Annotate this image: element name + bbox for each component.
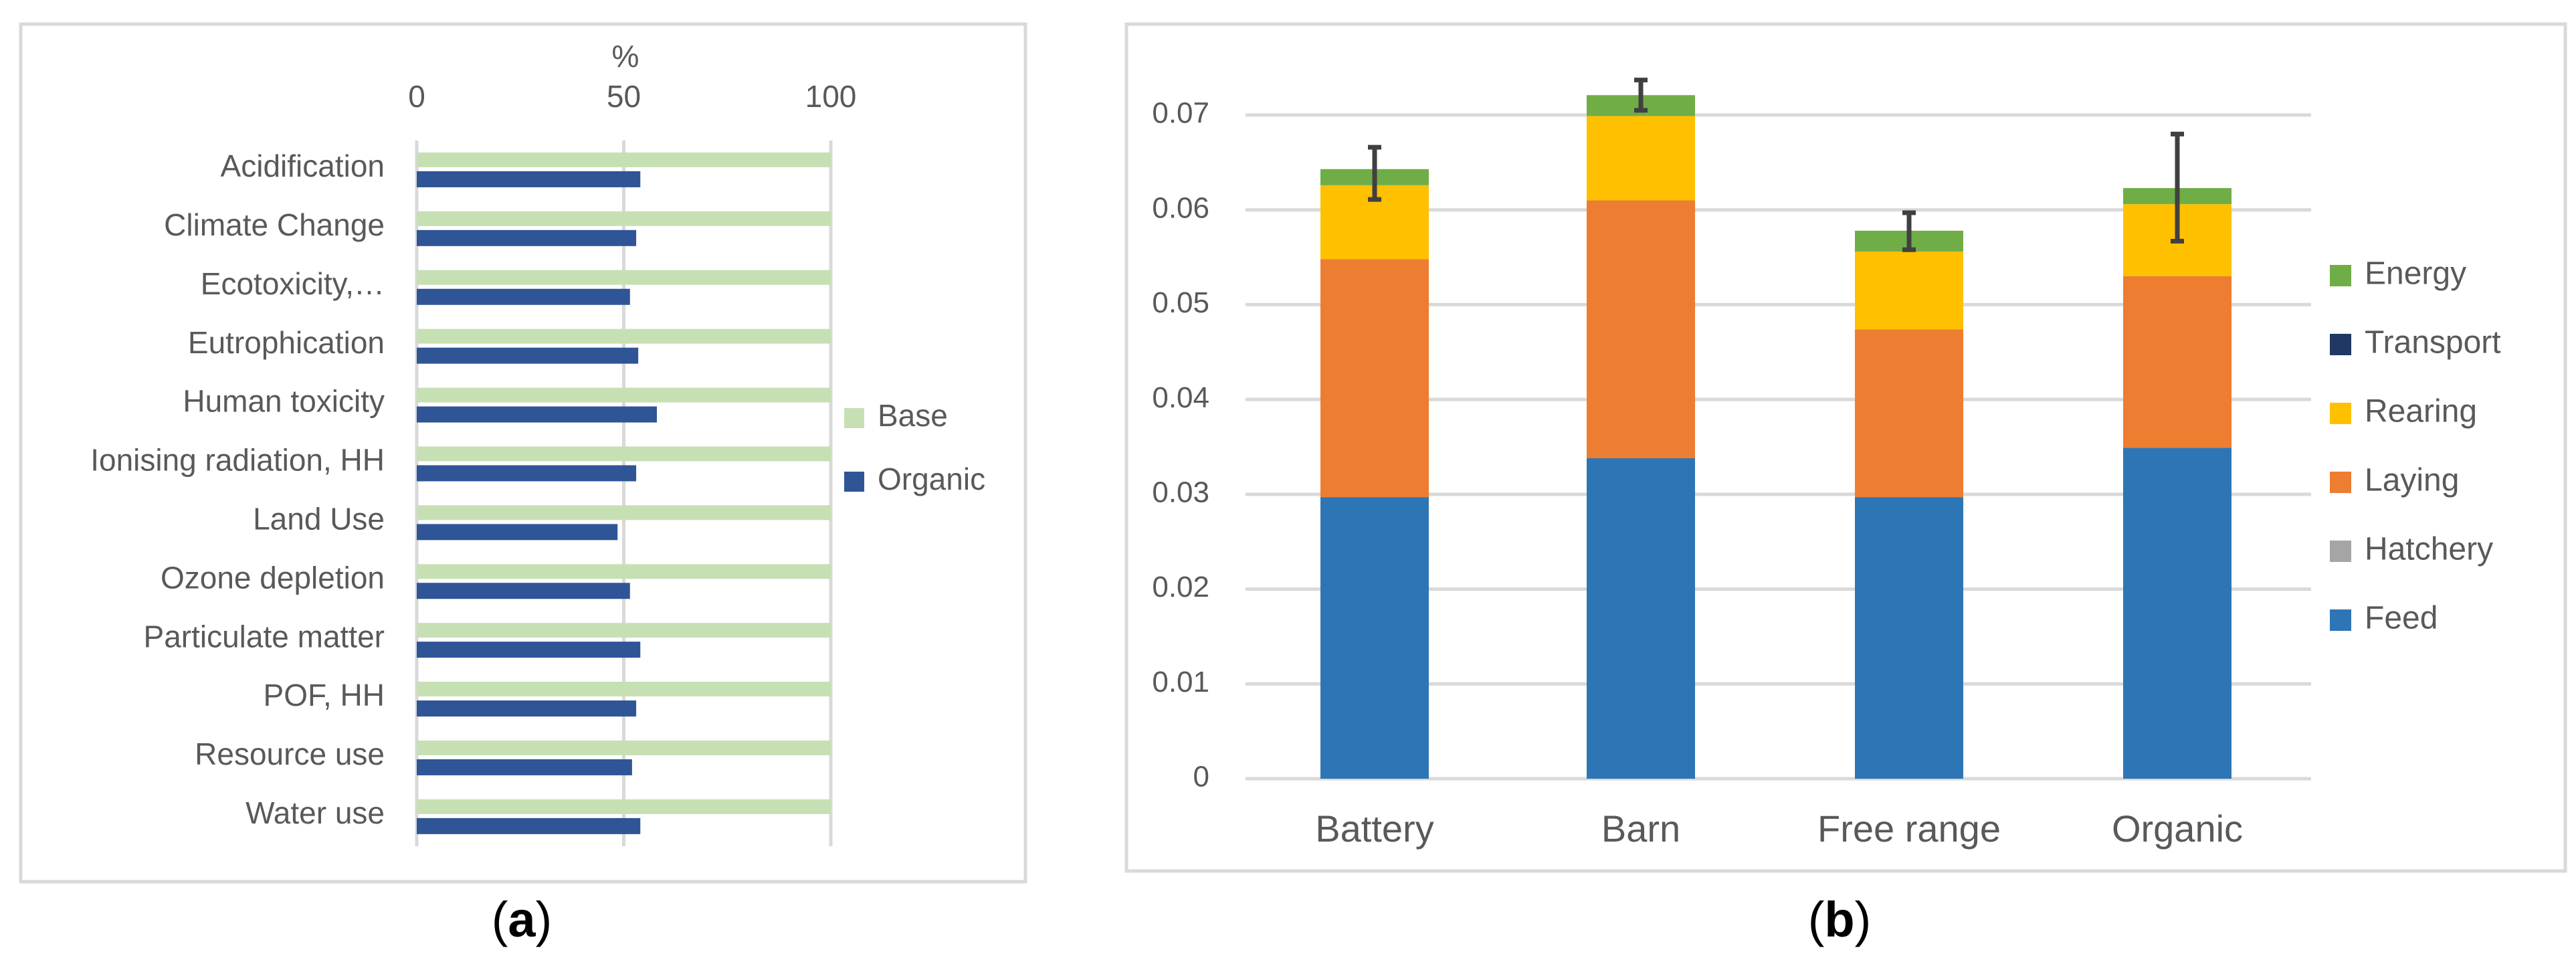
panel-b-caption: (b) (1808, 892, 1872, 947)
y-tick-label-0: 0 (1193, 761, 1209, 793)
legend-label-feed: Feed (2365, 601, 2438, 636)
bar-base-climate-change (417, 211, 831, 226)
category-label-ozone-depletion: Ozone depletion (161, 560, 385, 595)
category-label-climate-change: Climate Change (164, 207, 385, 242)
panel-a-category-labels: Acidification Climate Change Ecotoxicity,…… (90, 149, 385, 830)
panel-a-caption: (a) (492, 892, 552, 947)
y-tick-label-0-03: 0.03 (1152, 476, 1209, 508)
category-label-eutrophication: Eutrophication (188, 325, 385, 360)
y-tick-label-0-02: 0.02 (1152, 571, 1209, 603)
bar-free-range-rearing (1855, 252, 1963, 330)
bar-base-land-use (417, 505, 831, 520)
x-tick-label-0: 0 (408, 79, 425, 114)
panel-a-gridlines (415, 140, 833, 846)
bar-organic-ionising-radiation-hh (417, 465, 637, 482)
x-tick-label-50: 50 (607, 79, 641, 114)
bar-battery-feed (1320, 497, 1429, 779)
bar-organic-ecotoxicity (417, 288, 630, 305)
legend-label-rearing: Rearing (2365, 394, 2477, 429)
legend-label-transport: Transport (2365, 325, 2501, 361)
bar-base-ionising-radiation-hh (417, 446, 831, 462)
legend-label-laying: Laying (2365, 463, 2459, 498)
bar-base-acidification (417, 152, 831, 167)
category-label-barn: Barn (1601, 807, 1680, 850)
panel-a-bars (417, 152, 831, 834)
panel-b-bars (1320, 95, 2232, 779)
bar-organic-land-use (417, 524, 618, 541)
bar-organic-pof-hh (417, 700, 637, 717)
y-tick-label-0-05: 0.05 (1152, 286, 1209, 319)
legend-swatch-organic (844, 472, 864, 492)
bar-organic-feed (2123, 448, 2232, 779)
bar-organic-climate-change (417, 229, 637, 246)
bar-base-human-toxicity (417, 387, 831, 403)
legend-label-base: Base (878, 398, 948, 433)
bar-base-water-use (417, 799, 831, 814)
panel-b-legend: Energy Transport Rearing Laying Hatchery Feed (2330, 256, 2501, 636)
legend-label-organic: Organic (878, 462, 985, 496)
bar-barn-rearing (1587, 116, 1695, 201)
panel-a-legend: Base Organic (844, 398, 985, 496)
legend-swatch-feed (2330, 609, 2351, 631)
category-label-acidification: Acidification (221, 149, 385, 183)
category-label-human-toxicity: Human toxicity (183, 384, 385, 419)
legend-swatch-base (844, 408, 864, 428)
category-label-ecotoxicity: Ecotoxicity,… (201, 266, 385, 301)
bar-base-ozone-depletion (417, 564, 831, 579)
bar-organic-resource-use (417, 759, 632, 775)
category-label-resource-use: Resource use (195, 737, 385, 771)
legend-label-energy: Energy (2365, 256, 2466, 292)
bar-base-eutrophication (417, 328, 831, 344)
y-tick-label-0-07: 0.07 (1152, 97, 1209, 130)
bar-base-ecotoxicity (417, 270, 831, 285)
category-label-pof-hh: POF, HH (264, 678, 385, 712)
bar-organic-acidification (417, 171, 641, 187)
y-tick-label-0-04: 0.04 (1152, 381, 1209, 414)
legend-swatch-laying (2330, 472, 2351, 493)
bar-base-resource-use (417, 740, 831, 755)
bar-barn-feed (1587, 458, 1695, 779)
bar-organic-ozone-depletion (417, 583, 630, 599)
bar-free-range-feed (1855, 497, 1963, 779)
category-label-land-use: Land Use (253, 502, 385, 537)
legend-label-hatchery: Hatchery (2365, 532, 2493, 567)
category-label-ionising-radiation-hh: Ionising radiation, HH (90, 443, 385, 478)
panel-b-y-ticks: 0 0.01 0.02 0.03 0.04 0.05 0.06 0.07 (1152, 97, 1209, 793)
legend-swatch-rearing (2330, 403, 2351, 424)
category-label-battery: Battery (1315, 807, 1433, 850)
panel-b-category-labels: Battery Barn Free range Organic (1315, 807, 2243, 850)
bar-organic-eutrophication (417, 347, 639, 364)
y-tick-label-0-01: 0.01 (1152, 666, 1209, 698)
category-label-particulate-matter: Particulate matter (144, 619, 385, 654)
category-label-water-use: Water use (245, 795, 385, 830)
y-tick-label-0-06: 0.06 (1152, 191, 1209, 224)
legend-swatch-hatchery (2330, 541, 2351, 562)
bar-base-particulate-matter (417, 623, 831, 638)
legend-swatch-energy (2330, 265, 2351, 286)
bar-organic-water-use (417, 817, 641, 834)
bar-battery-laying (1320, 259, 1429, 498)
panel-b-error-bars (1368, 78, 2184, 252)
panel-a-axis-label: % (612, 39, 639, 74)
x-tick-label-100: 100 (805, 79, 857, 114)
bar-organic-laying (2123, 276, 2232, 448)
bar-organic-particulate-matter (417, 642, 641, 658)
panel-a-x-ticks: 0 50 100 (408, 79, 856, 114)
category-label-free-range: Free range (1817, 807, 2001, 850)
bar-base-pof-hh (417, 682, 831, 697)
legend-swatch-transport (2330, 334, 2351, 355)
bar-free-range-laying (1855, 329, 1963, 498)
bar-barn-laying (1587, 200, 1695, 459)
bar-organic-human-toxicity (417, 406, 658, 423)
category-label-organic: Organic (2112, 807, 2243, 850)
